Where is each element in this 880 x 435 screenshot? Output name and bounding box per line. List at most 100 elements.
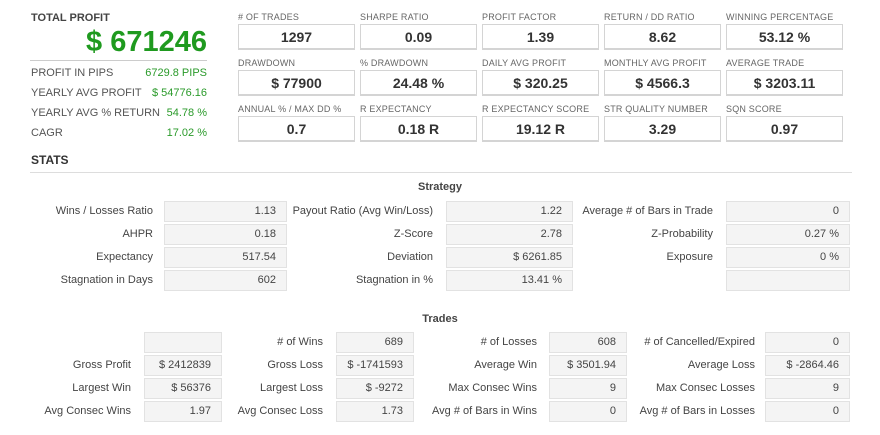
stat-value: 9 xyxy=(549,378,627,399)
total-profit-value: $ 671246 xyxy=(86,26,207,58)
total-profit-label: TOTAL PROFIT xyxy=(31,12,110,24)
summary-label: CAGR xyxy=(31,127,63,139)
stat-label: Largest Loss xyxy=(260,382,323,394)
stat-value: $ -1741593 xyxy=(336,355,414,376)
metric-label: AVERAGE TRADE xyxy=(726,58,805,68)
stat-label: Z-Score xyxy=(393,228,433,240)
stat-value: 1.73 xyxy=(336,401,414,422)
metric-value: $ 77900 xyxy=(238,70,355,96)
summary-value: 17.02 % xyxy=(166,127,207,139)
metric-label: PROFIT FACTOR xyxy=(482,12,557,22)
summary-row: CAGR 17.02 % xyxy=(31,127,207,139)
trades-heading: Trades xyxy=(422,313,458,325)
metric-value: $ 320.25 xyxy=(482,70,599,96)
stat-value: 0 xyxy=(765,401,850,422)
stat-value: $ 2412839 xyxy=(144,355,222,376)
metric-value: 0.7 xyxy=(238,116,355,142)
stat-label: Stagnation in % xyxy=(355,274,433,286)
stat-label: Stagnation in Days xyxy=(60,274,153,286)
stat-label: Gross Profit xyxy=(72,359,131,371)
stat-value: 0 xyxy=(765,332,850,353)
stat-value: $ 6261.85 xyxy=(446,247,573,268)
stat-label: Avg # of Bars in Wins xyxy=(432,405,537,417)
metric-value: 1297 xyxy=(238,24,355,50)
metric-label: # OF TRADES xyxy=(238,12,300,22)
metric-label: ANNUAL % / MAX DD % xyxy=(238,104,342,114)
summary-value: 54.78 % xyxy=(166,107,207,119)
metric-label: SQN SCORE xyxy=(726,104,782,114)
stat-label: # of Losses xyxy=(480,336,537,348)
summary-label: PROFIT IN PIPS xyxy=(31,67,114,79)
stat-label: Exposure xyxy=(666,251,713,263)
metric-value: 3.29 xyxy=(604,116,721,142)
stat-label: Largest Win xyxy=(72,382,131,394)
metric-label: DAILY AVG PROFIT xyxy=(482,58,567,68)
stat-value: 0 xyxy=(549,401,627,422)
stat-label: Gross Loss xyxy=(267,359,323,371)
stat-label: # of Wins xyxy=(277,336,323,348)
stat-label: Average # of Bars in Trade xyxy=(582,205,713,217)
stat-value: 602 xyxy=(164,270,287,291)
metric-value: 53.12 % xyxy=(726,24,843,50)
stat-value: 0 xyxy=(726,201,850,222)
metric-label: SHARPE RATIO xyxy=(360,12,429,22)
stat-value: 9 xyxy=(765,378,850,399)
metric-label: DRAWDOWN xyxy=(238,58,296,68)
summary-row: YEARLY AVG PROFIT $ 54776.16 xyxy=(31,87,207,99)
stat-value: 1.97 xyxy=(144,401,222,422)
stat-label: Expectancy xyxy=(96,251,153,263)
stat-label: Z-Probability xyxy=(651,228,713,240)
metric-label: WINNING PERCENTAGE xyxy=(726,12,834,22)
stat-label: Avg Consec Loss xyxy=(237,405,323,417)
stat-label: Average Loss xyxy=(687,359,755,371)
summary-row: YEARLY AVG % RETURN 54.78 % xyxy=(31,107,207,119)
stat-label: Payout Ratio (Avg Win/Loss) xyxy=(292,205,433,217)
stat-value: 1.13 xyxy=(164,201,287,222)
stat-label: Max Consec Losses xyxy=(655,382,755,394)
stat-value: 0.18 xyxy=(164,224,287,245)
divider xyxy=(30,172,852,173)
metric-label: RETURN / DD RATIO xyxy=(604,12,695,22)
metric-value: 0.97 xyxy=(726,116,843,142)
metric-value: 0.09 xyxy=(360,24,477,50)
summary-value: $ 54776.16 xyxy=(151,87,207,99)
metric-label: STR QUALITY NUMBER xyxy=(604,104,708,114)
stat-label: Wins / Losses Ratio xyxy=(55,205,153,217)
summary-value: 6729.8 PIPS xyxy=(145,67,207,79)
metric-label: MONTHLY AVG PROFIT xyxy=(604,58,707,68)
stat-label: # of Cancelled/Expired xyxy=(644,336,755,348)
stat-value: $ 3501.94 xyxy=(549,355,627,376)
metric-value: 1.39 xyxy=(482,24,599,50)
metric-value: $ 4566.3 xyxy=(604,70,721,96)
stat-value: 2.78 xyxy=(446,224,573,245)
metric-value: 24.48 % xyxy=(360,70,477,96)
stat-value: $ 56376 xyxy=(144,378,222,399)
stat-value xyxy=(144,332,222,353)
stat-value: 517.54 xyxy=(164,247,287,268)
strategy-heading: Strategy xyxy=(417,181,463,193)
stat-value: 608 xyxy=(549,332,627,353)
metric-label: R EXPECTANCY SCORE xyxy=(482,104,590,114)
stat-label: Avg # of Bars in Losses xyxy=(639,405,755,417)
stats-heading: STATS xyxy=(31,153,69,167)
summary-label: YEARLY AVG PROFIT xyxy=(31,87,142,99)
divider xyxy=(30,60,207,61)
summary-label: YEARLY AVG % RETURN xyxy=(31,107,160,119)
stat-label: Max Consec Wins xyxy=(448,382,537,394)
stat-value: $ -9272 xyxy=(336,378,414,399)
stat-label: Avg Consec Wins xyxy=(44,405,131,417)
stat-value: 0.27 % xyxy=(726,224,850,245)
metric-value: 0.18 R xyxy=(360,116,477,142)
metric-value: 19.12 R xyxy=(482,116,599,142)
stat-label: Deviation xyxy=(387,251,433,263)
stat-value: 13.41 % xyxy=(446,270,573,291)
stat-value: $ -2864.46 xyxy=(765,355,850,376)
stat-label: AHPR xyxy=(122,228,153,240)
stat-label: Average Win xyxy=(474,359,537,371)
stat-value xyxy=(726,270,850,291)
stat-value: 689 xyxy=(336,332,414,353)
metric-label: % DRAWDOWN xyxy=(360,58,429,68)
metric-label: R EXPECTANCY xyxy=(360,104,432,114)
stat-value: 1.22 xyxy=(446,201,573,222)
summary-row: PROFIT IN PIPS 6729.8 PIPS xyxy=(31,67,207,79)
